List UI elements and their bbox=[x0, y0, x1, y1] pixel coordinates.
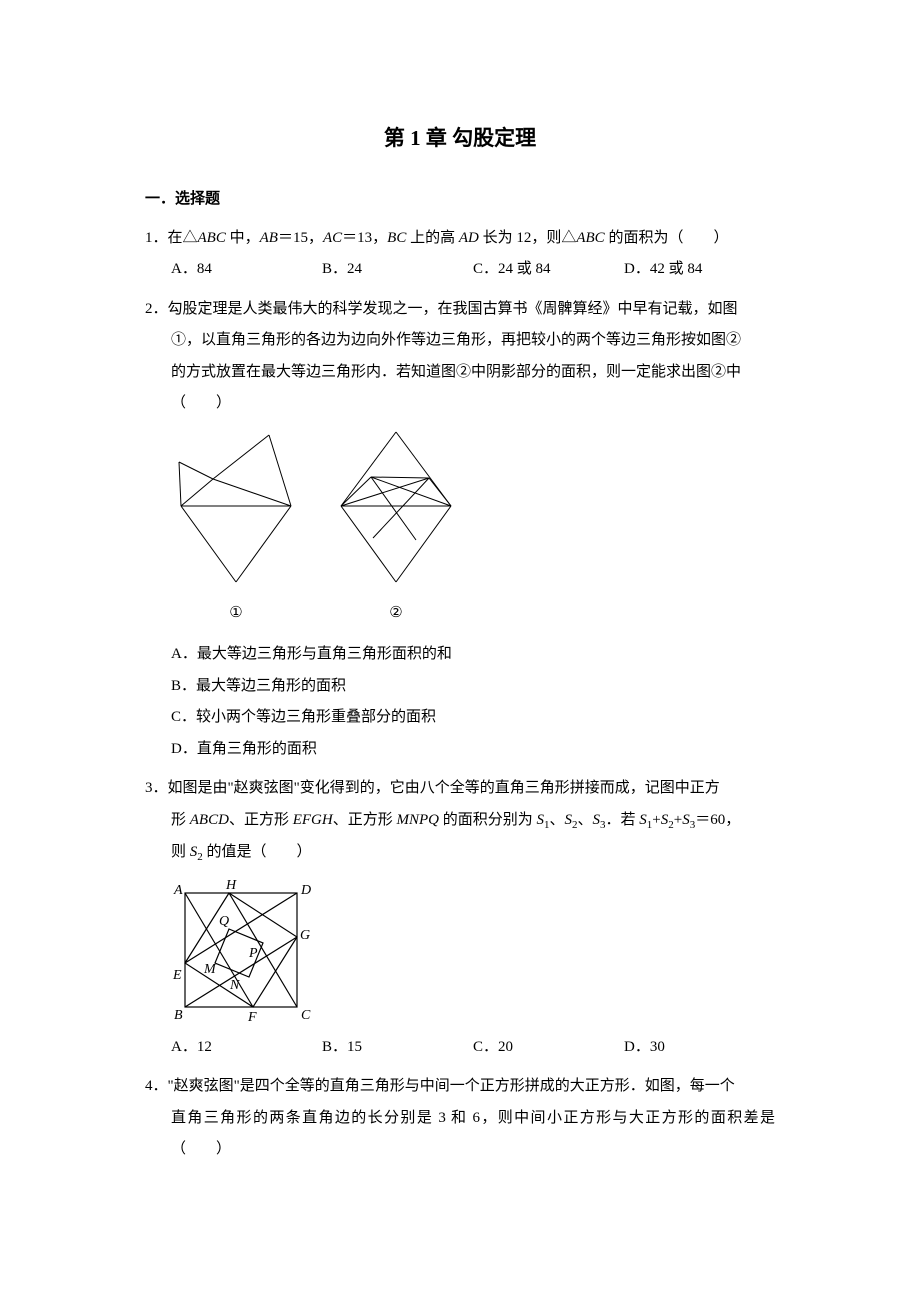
q3-efgh: EFGH bbox=[293, 812, 333, 828]
q2-fig1 bbox=[179, 435, 291, 582]
q3-sep1: 、 bbox=[549, 812, 564, 828]
q1-t3: ＝15， bbox=[278, 230, 323, 246]
q3-label-Q: Q bbox=[219, 914, 229, 929]
q2-fig-label-2: ② bbox=[331, 598, 461, 630]
q2-fig2 bbox=[341, 432, 451, 582]
q3-s3b: S bbox=[682, 812, 690, 828]
q1-text: 1．在△ bbox=[145, 230, 198, 246]
q3-s1: S bbox=[536, 812, 544, 828]
q3-label-F: F bbox=[247, 1010, 257, 1024]
q3-label-B: B bbox=[174, 1008, 183, 1023]
section-header: 一．选择题 bbox=[145, 186, 775, 213]
q1-t7: 的面积为（ ） bbox=[605, 230, 729, 246]
q3-label-E: E bbox=[172, 968, 182, 983]
q3-label-C: C bbox=[301, 1008, 311, 1023]
q2-stem-l1: 2．勾股定理是人类最伟大的科学发现之一，在我国古算书《周髀算经》中早有记载，如图 bbox=[145, 294, 775, 326]
question-1: 1．在△ABC 中，AB＝15，AC＝13，BC 上的高 AD 长为 12，则△… bbox=[145, 223, 775, 286]
q2-optB: B．最大等边三角形的面积 bbox=[171, 671, 775, 703]
q1-abc2: ABC bbox=[576, 230, 604, 246]
q3-label-A: A bbox=[173, 883, 183, 898]
q2-optD: D．直角三角形的面积 bbox=[171, 734, 775, 766]
q3-s2: S bbox=[565, 812, 573, 828]
q2-stem-l2: ①，以直角三角形的各边为边向外作等边三角形，再把较小的两个等边三角形按如图② bbox=[145, 325, 775, 357]
q2-fig-label-1: ① bbox=[171, 598, 301, 630]
q2-optD-row: D．直角三角形的面积 bbox=[145, 734, 775, 766]
q3-t7: 的值是（ ） bbox=[203, 844, 312, 860]
question-2: 2．勾股定理是人类最伟大的科学发现之一，在我国古算书《周髀算经》中早有记载，如图… bbox=[145, 294, 775, 766]
q3-label-G: G bbox=[300, 928, 310, 943]
q2-stem-l3: 的方式放置在最大等边三角形内．若知道图②中阴影部分的面积，则一定能求出图②中 bbox=[145, 357, 775, 389]
page-title: 第 1 章 勾股定理 bbox=[145, 120, 775, 158]
q3-label-N: N bbox=[229, 978, 240, 993]
q3-label-H: H bbox=[225, 879, 237, 893]
q2-optC: C．较小两个等边三角形重叠部分的面积 bbox=[171, 702, 775, 734]
q2-figures bbox=[145, 430, 775, 590]
q2-optB-row: B．最大等边三角形的面积 bbox=[145, 671, 775, 703]
q3-figure-svg: A H D Q G M P E N B F C bbox=[171, 879, 316, 1024]
q4-stem-l2: 直角三角形的两条直角边的长分别是 3 和 6，则中间小正方形与大正方形的面积差是 bbox=[145, 1103, 775, 1135]
q3-t1: 形 bbox=[171, 812, 190, 828]
q1-optC: C．24 或 84 bbox=[473, 254, 624, 286]
q2-optC-row: C．较小两个等边三角形重叠部分的面积 bbox=[145, 702, 775, 734]
q3-p1: + bbox=[652, 812, 660, 828]
q1-stem: 1．在△ABC 中，AB＝15，AC＝13，BC 上的高 AD 长为 12，则△… bbox=[145, 223, 775, 255]
q1-optA: A．84 bbox=[171, 254, 322, 286]
q3-t4: 的面积分别为 bbox=[439, 812, 537, 828]
q2-optA-row: A．最大等边三角形与直角三角形面积的和 bbox=[145, 639, 775, 671]
q3-s1b: S bbox=[639, 812, 647, 828]
q2-figure-labels: ① ② bbox=[145, 598, 775, 630]
q3-stem-l3: 则 S2 的值是（ ） bbox=[145, 837, 775, 869]
q1-t2: 中， bbox=[226, 230, 260, 246]
q3-p2: + bbox=[674, 812, 682, 828]
q4-stem-l3: （ ） bbox=[145, 1134, 775, 1166]
q1-t4: ＝13， bbox=[342, 230, 387, 246]
q3-abcd: ABCD bbox=[190, 812, 229, 828]
q3-t2: 、正方形 bbox=[229, 812, 293, 828]
q3-mnpq: MNPQ bbox=[396, 812, 439, 828]
question-4: 4．"赵爽弦图"是四个全等的直角三角形与中间一个正方形拼成的大正方形．如图，每一… bbox=[145, 1071, 775, 1166]
q3-figure: A H D Q G M P E N B F C bbox=[145, 879, 775, 1024]
q2-figure-svg bbox=[171, 430, 461, 590]
q3-optA: A．12 bbox=[171, 1032, 322, 1064]
q3-label-M: M bbox=[203, 962, 217, 977]
q2-optA: A．最大等边三角形与直角三角形面积的和 bbox=[171, 639, 775, 671]
q1-abc1: ABC bbox=[198, 230, 226, 246]
q3-t6: 则 bbox=[171, 844, 190, 860]
q1-ad: AD bbox=[459, 230, 479, 246]
q1-t5: 上的高 bbox=[406, 230, 459, 246]
q3-stem-l1: 3．如图是由"赵爽弦图"变化得到的，它由八个全等的直角三角形拼接而成，记图中正方 bbox=[145, 773, 775, 805]
q3-s3: S bbox=[593, 812, 601, 828]
q3-eq: ＝60， bbox=[695, 812, 740, 828]
q2-stem-l4: （ ） bbox=[145, 388, 775, 420]
q4-stem-l1: 4．"赵爽弦图"是四个全等的直角三角形与中间一个正方形拼成的大正方形．如图，每一… bbox=[145, 1071, 775, 1103]
q1-optD: D．42 或 84 bbox=[624, 254, 775, 286]
q3-optD: D．30 bbox=[624, 1032, 775, 1064]
q3-optB: B．15 bbox=[322, 1032, 473, 1064]
q1-optB: B．24 bbox=[322, 254, 473, 286]
question-3: 3．如图是由"赵爽弦图"变化得到的，它由八个全等的直角三角形拼接而成，记图中正方… bbox=[145, 773, 775, 1063]
q3-t3: 、正方形 bbox=[333, 812, 397, 828]
q1-ac: AC bbox=[323, 230, 342, 246]
q3-label-D: D bbox=[300, 883, 311, 898]
q1-t6: 长为 12，则△ bbox=[479, 230, 577, 246]
q3-label-P: P bbox=[248, 946, 258, 961]
q3-options: A．12 B．15 C．20 D．30 bbox=[145, 1032, 775, 1064]
q1-ab: AB bbox=[260, 230, 278, 246]
q3-t5: ．若 bbox=[606, 812, 640, 828]
q1-options: A．84 B．24 C．24 或 84 D．42 或 84 bbox=[145, 254, 775, 286]
q1-bc: BC bbox=[387, 230, 406, 246]
q3-sep2: 、 bbox=[578, 812, 593, 828]
q3-optC: C．20 bbox=[473, 1032, 624, 1064]
q3-stem-l2: 形 ABCD、正方形 EFGH、正方形 MNPQ 的面积分别为 S1、S2、S3… bbox=[145, 805, 775, 837]
